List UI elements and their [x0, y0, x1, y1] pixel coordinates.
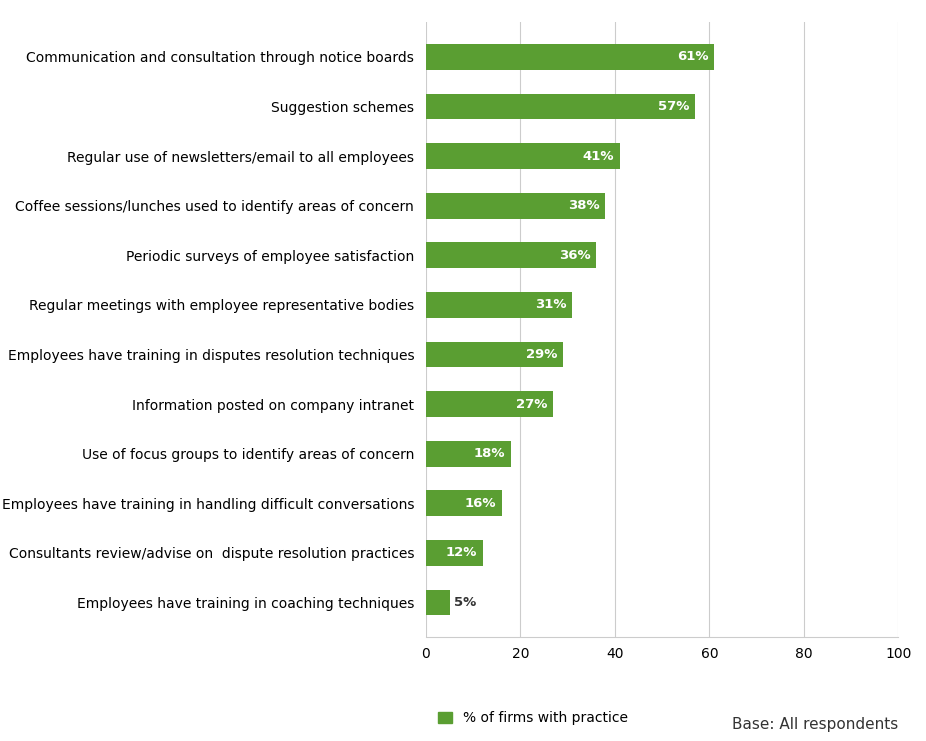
Text: 31%: 31%: [535, 299, 567, 311]
Bar: [426, 491, 502, 516]
Text: 18%: 18%: [474, 448, 506, 460]
Legend: % of firms with practice: % of firms with practice: [432, 705, 634, 731]
Text: 29%: 29%: [526, 348, 557, 361]
Bar: [426, 143, 619, 169]
Bar: [426, 292, 572, 318]
Bar: [426, 540, 482, 566]
Bar: [426, 590, 450, 616]
Text: 12%: 12%: [445, 546, 477, 559]
Text: Base: All respondents: Base: All respondents: [732, 717, 898, 732]
Text: 5%: 5%: [455, 596, 477, 609]
Bar: [426, 342, 563, 368]
Text: 38%: 38%: [569, 199, 600, 212]
Text: 41%: 41%: [582, 150, 614, 162]
Bar: [426, 242, 596, 268]
Text: 16%: 16%: [464, 497, 495, 510]
Text: 36%: 36%: [558, 249, 590, 262]
Bar: [426, 93, 695, 119]
Bar: [426, 44, 714, 70]
Bar: [426, 391, 554, 417]
Text: 27%: 27%: [517, 398, 548, 411]
Bar: [426, 441, 511, 467]
Text: 61%: 61%: [677, 50, 708, 64]
Text: 57%: 57%: [658, 100, 690, 113]
Bar: [426, 193, 606, 219]
